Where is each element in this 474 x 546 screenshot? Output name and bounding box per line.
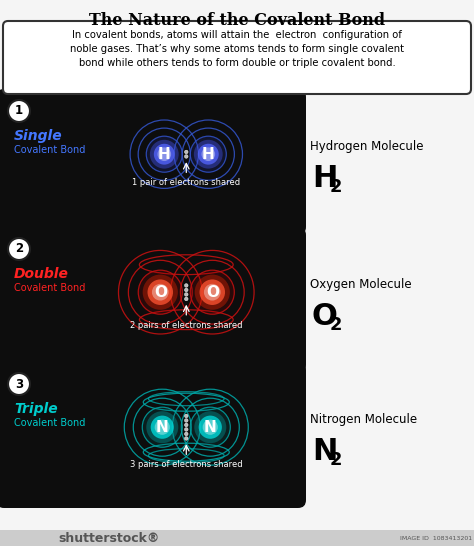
Text: O: O — [154, 284, 167, 300]
Text: 3: 3 — [15, 377, 23, 390]
Text: H: H — [312, 164, 337, 193]
Text: N: N — [156, 420, 169, 435]
Text: Covalent Bond: Covalent Bond — [14, 418, 85, 428]
Text: Hydrogen Molecule: Hydrogen Molecule — [310, 140, 423, 153]
Circle shape — [198, 144, 219, 165]
Circle shape — [184, 414, 188, 418]
Circle shape — [199, 416, 222, 439]
Circle shape — [184, 432, 188, 436]
Circle shape — [201, 147, 215, 161]
Circle shape — [151, 416, 174, 439]
Text: H: H — [202, 147, 215, 162]
Text: IMAGE ID  1083413201: IMAGE ID 1083413201 — [400, 536, 472, 541]
FancyBboxPatch shape — [0, 89, 306, 235]
Circle shape — [184, 419, 188, 422]
Text: O: O — [206, 284, 219, 300]
Text: 2: 2 — [330, 316, 343, 334]
Circle shape — [184, 423, 188, 427]
Circle shape — [184, 297, 188, 301]
Circle shape — [184, 288, 188, 292]
Text: 2 pairs of electrons shared: 2 pairs of electrons shared — [130, 321, 243, 330]
FancyBboxPatch shape — [3, 21, 471, 94]
Text: In covalent bonds, atoms will attain the  electron  configuration of
noble gases: In covalent bonds, atoms will attain the… — [70, 30, 404, 68]
Circle shape — [147, 280, 173, 305]
Text: 3 pairs of electrons shared: 3 pairs of electrons shared — [130, 460, 243, 469]
Text: 2: 2 — [15, 242, 23, 256]
Text: O: O — [312, 302, 338, 331]
Text: shutterstock®: shutterstock® — [58, 531, 159, 544]
Text: Double: Double — [14, 267, 69, 281]
Text: Nitrogen Molecule: Nitrogen Molecule — [310, 413, 417, 426]
Text: Triple: Triple — [14, 402, 58, 416]
Circle shape — [184, 284, 188, 287]
Circle shape — [155, 419, 170, 435]
Circle shape — [150, 140, 179, 169]
Text: Covalent Bond: Covalent Bond — [14, 145, 85, 155]
Circle shape — [152, 284, 169, 300]
Circle shape — [195, 275, 230, 310]
Circle shape — [190, 270, 234, 314]
FancyBboxPatch shape — [0, 530, 474, 546]
Circle shape — [184, 155, 188, 158]
Circle shape — [138, 270, 182, 314]
Circle shape — [184, 150, 188, 154]
Circle shape — [194, 411, 226, 443]
FancyBboxPatch shape — [0, 227, 306, 373]
Circle shape — [184, 428, 188, 431]
Circle shape — [142, 407, 182, 447]
Circle shape — [8, 100, 30, 122]
Text: Single: Single — [14, 129, 63, 143]
Text: 2: 2 — [330, 178, 343, 196]
Text: N: N — [204, 420, 217, 435]
Circle shape — [154, 144, 175, 165]
Circle shape — [184, 437, 188, 440]
Text: Covalent Bond: Covalent Bond — [14, 283, 85, 293]
Circle shape — [203, 419, 218, 435]
Circle shape — [194, 140, 223, 169]
Circle shape — [146, 136, 182, 172]
Text: 1: 1 — [15, 104, 23, 117]
Text: N: N — [312, 437, 337, 466]
Circle shape — [200, 280, 225, 305]
Text: 2: 2 — [330, 451, 343, 469]
Circle shape — [204, 284, 220, 300]
Circle shape — [190, 136, 226, 172]
Text: 1 pair of electrons shared: 1 pair of electrons shared — [132, 178, 240, 187]
Circle shape — [8, 373, 30, 395]
Text: The Nature of the Covalent Bond: The Nature of the Covalent Bond — [89, 12, 385, 29]
Circle shape — [184, 293, 188, 296]
FancyBboxPatch shape — [0, 362, 306, 508]
Text: H: H — [158, 147, 171, 162]
Circle shape — [190, 407, 230, 447]
Circle shape — [8, 238, 30, 260]
Text: Oxygen Molecule: Oxygen Molecule — [310, 278, 411, 291]
Circle shape — [146, 411, 178, 443]
Circle shape — [143, 275, 178, 310]
Circle shape — [157, 147, 171, 161]
